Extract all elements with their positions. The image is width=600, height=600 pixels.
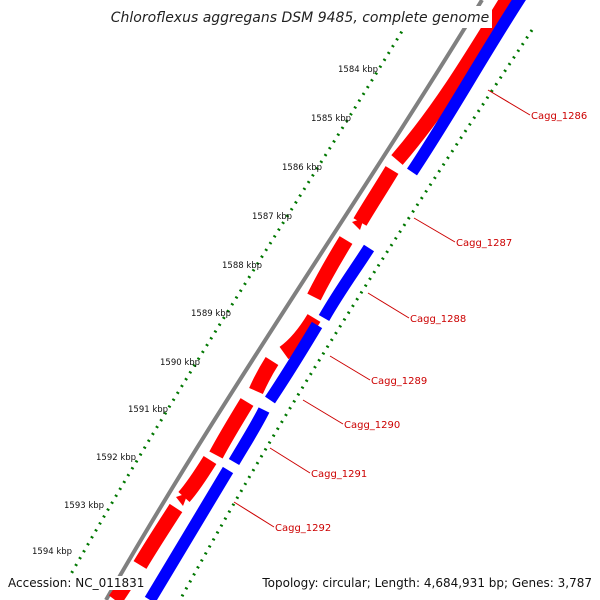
topology-text: Topology: circular; Length: 4,684,931 bp… [262, 576, 592, 590]
gene-label: Cagg_1286 [531, 111, 587, 122]
forward-gene-8 [133, 503, 183, 569]
kbp-label: 1591 kbp [128, 405, 168, 415]
gene-leader-lines [233, 89, 531, 528]
gene-label: Cagg_1287 [456, 238, 512, 249]
kbp-labels: 1584 kbp 1585 kbp 1586 kbp 1587 kbp 1588… [32, 65, 378, 557]
reverse-gene-4 [228, 407, 270, 466]
leader-line [413, 217, 456, 243]
kbp-label: 1587 kbp [252, 212, 292, 222]
forward-gene-1 [391, 0, 516, 165]
genome-backbone [104, 0, 484, 600]
kbp-label: 1593 kbp [64, 501, 104, 511]
forward-gene-2 [353, 166, 399, 226]
title-background [112, 6, 492, 28]
leader-line [302, 399, 344, 425]
outer-dotted-track [60, 17, 412, 591]
kbp-label: 1588 kbp [222, 261, 262, 271]
leader-line [329, 355, 371, 381]
kbp-label: 1594 kbp [32, 547, 72, 557]
reverse-gene-2 [318, 244, 375, 321]
leader-line [233, 501, 275, 528]
gene-labels: Cagg_1286 Cagg_1287 Cagg_1288 Cagg_1289 … [275, 111, 587, 534]
accession-text: Accession: NC_011831 [8, 576, 145, 590]
forward-gene-6 [209, 398, 254, 459]
leader-line [367, 292, 410, 319]
forward-strand [108, 0, 516, 600]
gene-label: Cagg_1290 [344, 420, 400, 431]
reverse-gene-5 [144, 466, 234, 600]
map-title: Chloroflexus aggregans DSM 9485, complet… [111, 10, 490, 26]
arrow-forward-7 [176, 493, 188, 506]
forward-gene-4 [279, 314, 321, 360]
gene-label: Cagg_1289 [371, 376, 427, 387]
kbp-label: 1585 kbp [311, 114, 351, 124]
forward-gene-5 [249, 356, 279, 395]
kbp-label: 1592 kbp [96, 453, 136, 463]
leader-line [269, 447, 311, 474]
arrow-forward-2 [352, 218, 364, 230]
kbp-label: 1589 kbp [191, 309, 231, 319]
inner-dotted-track [178, 29, 534, 600]
kbp-label: 1586 kbp [282, 163, 322, 173]
gene-label: Cagg_1292 [275, 523, 331, 534]
reverse-gene-1 [407, 0, 526, 176]
gene-label: Cagg_1291 [311, 469, 367, 480]
reverse-gene-3 [265, 321, 323, 404]
forward-gene-3 [307, 236, 353, 301]
reverse-strand [144, 0, 526, 600]
kbp-label: 1584 kbp [338, 65, 378, 75]
leader-line [487, 89, 531, 116]
kbp-label: 1590 kbp [160, 358, 200, 368]
gene-label: Cagg_1288 [410, 314, 466, 325]
